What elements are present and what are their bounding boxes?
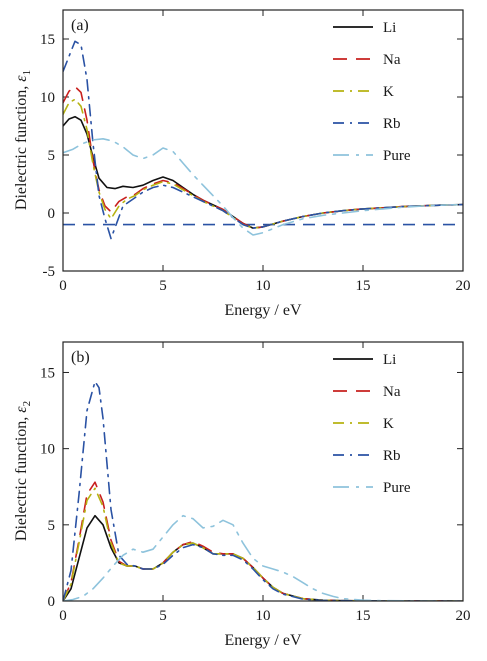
series-line-na xyxy=(63,481,463,601)
panel-label: (b) xyxy=(71,349,90,366)
series-line-li xyxy=(63,115,463,229)
legend: Li Na K Rb Pure xyxy=(333,20,411,164)
x-tick-label: 15 xyxy=(356,278,371,294)
y-axis-title: Dielectric function, ε2 xyxy=(13,401,33,541)
y-tick-label: 5 xyxy=(48,148,56,164)
x-tick-label: 15 xyxy=(356,608,371,624)
y-tick-label: 15 xyxy=(40,365,55,381)
legend-label-pure: Pure xyxy=(383,480,411,496)
x-tick-label: 0 xyxy=(59,278,67,294)
y-tick-label: 10 xyxy=(40,442,55,458)
y-tick-label: 10 xyxy=(40,90,55,106)
legend-label-k: K xyxy=(383,416,394,432)
series-group xyxy=(63,380,463,601)
y-tick-label: -5 xyxy=(43,264,56,280)
y-axis-title: Dielectric function, ε1 xyxy=(13,70,33,210)
y-tick-label: 15 xyxy=(40,32,55,48)
legend-label-na: Na xyxy=(383,384,401,400)
series-line-k xyxy=(63,487,463,601)
legend-label-na: Na xyxy=(383,52,401,68)
x-tick-label: 5 xyxy=(159,608,167,624)
x-tick-label: 5 xyxy=(159,278,167,294)
x-tick-label: 10 xyxy=(256,608,271,624)
legend-label-pure: Pure xyxy=(383,148,411,164)
y-tick-label: 5 xyxy=(48,518,56,534)
series-line-li xyxy=(63,514,463,601)
legend-label-li: Li xyxy=(383,20,396,36)
series-group xyxy=(63,40,463,240)
x-tick-label: 0 xyxy=(59,608,67,624)
y-tick-label: 0 xyxy=(48,206,56,222)
panel-label: (a) xyxy=(71,17,89,34)
y-tick-label: 0 xyxy=(48,594,56,610)
legend: Li Na K Rb Pure xyxy=(333,352,411,496)
x-tick-label: 20 xyxy=(456,278,471,294)
plot-frame xyxy=(62,9,464,272)
legend-label-rb: Rb xyxy=(383,116,401,132)
series-line-rb xyxy=(63,380,463,601)
chart-panel-b: 0 5 10 15 20 0 5 10 15 (b) Li Na K Rb Pure Energy / eV D… xyxy=(13,341,471,649)
series-line-rb xyxy=(63,40,463,240)
series-line-pure xyxy=(63,138,463,236)
legend-label-li: Li xyxy=(383,352,396,368)
x-tick-label: 10 xyxy=(256,278,271,294)
plot-frame xyxy=(62,341,464,602)
legend-label-rb: Rb xyxy=(383,448,401,464)
legend-label-k: K xyxy=(383,84,394,100)
x-axis-title: Energy / eV xyxy=(224,632,301,649)
series-line-pure xyxy=(63,514,463,601)
x-tick-label: 20 xyxy=(456,608,471,624)
x-axis-title: Energy / eV xyxy=(224,302,301,319)
